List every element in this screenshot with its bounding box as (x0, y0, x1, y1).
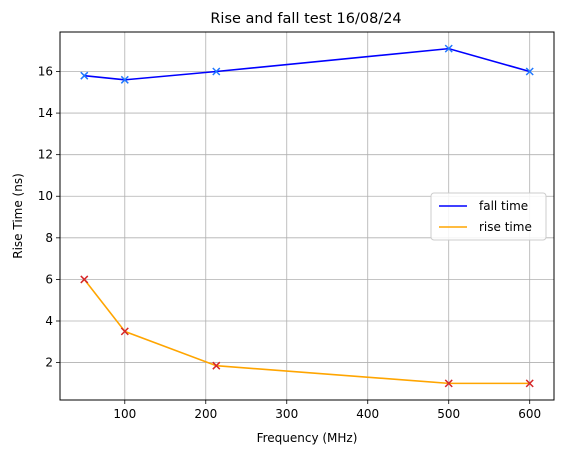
y-tick-label: 6 (45, 272, 53, 286)
series-fall-time (80, 44, 534, 84)
legend: fall time rise time (430, 192, 547, 241)
data-point (80, 275, 89, 284)
y-tick-label: 4 (45, 314, 53, 328)
legend-item: fall time (439, 199, 528, 213)
y-axis-ticks: 2 4 6 8 10 12 14 16 (38, 65, 60, 370)
x-tick-label: 400 (356, 407, 379, 421)
x-tick-label: 600 (518, 407, 541, 421)
x-tick-label: 200 (194, 407, 217, 421)
chart-title: Rise and fall test 16/08/24 (210, 11, 401, 27)
data-point (444, 379, 453, 388)
y-tick-label: 12 (38, 148, 53, 162)
data-point (212, 361, 221, 370)
data-point (80, 71, 89, 80)
x-tick-label: 500 (437, 407, 460, 421)
plot-frame (59, 31, 555, 401)
legend-label: fall time (479, 199, 528, 213)
legend-label: rise time (479, 220, 532, 234)
x-tick-label: 100 (113, 407, 136, 421)
data-point (444, 44, 453, 53)
y-axis-label: Rise Time (ns) (11, 173, 25, 259)
y-tick-label: 8 (45, 231, 53, 245)
legend-box (430, 192, 547, 241)
series-layer (80, 44, 534, 388)
x-axis-label: Frequency (MHz) (257, 431, 358, 445)
series-line (84, 47, 530, 81)
y-tick-label: 2 (45, 356, 53, 370)
legend-item: rise time (439, 220, 532, 234)
x-axis-ticks: 100 200 300 400 500 600 (113, 400, 541, 421)
series-line (83, 278, 530, 385)
y-tick-label: 16 (38, 65, 53, 79)
y-tick-label: 10 (38, 189, 53, 203)
y-tick-label: 14 (38, 106, 53, 120)
series-rise-time (80, 275, 534, 388)
data-point (525, 67, 534, 76)
data-point (120, 75, 129, 84)
data-point (212, 67, 221, 76)
data-point (525, 379, 534, 388)
x-tick-label: 300 (275, 407, 298, 421)
data-point (120, 327, 129, 336)
